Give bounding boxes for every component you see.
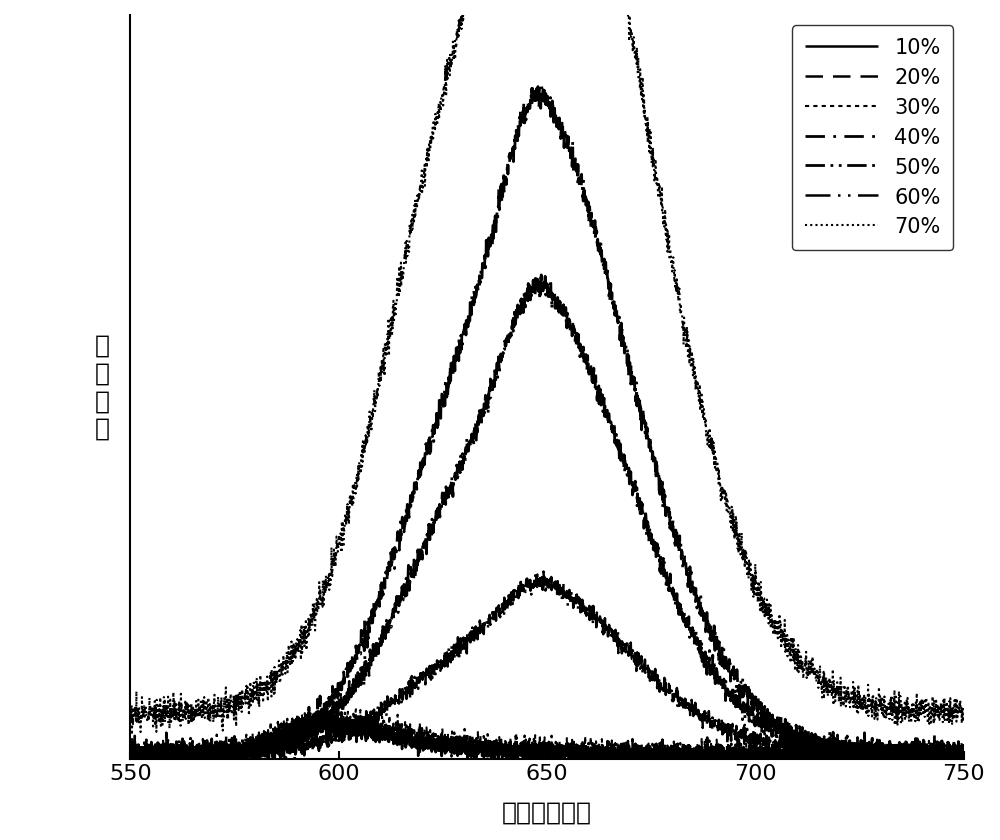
- 60%: [124, 751, 136, 761]
- 40%: [124, 751, 136, 761]
- 30%: [942, 741, 954, 751]
- 60%: [958, 744, 970, 754]
- 40%: [219, 749, 231, 759]
- 50%: [480, 406, 492, 416]
- Legend: 10%, 20%, 30%, 40%, 50%, 60%, 70%: 10%, 20%, 30%, 40%, 50%, 60%, 70%: [792, 25, 953, 249]
- 20%: [335, 707, 347, 717]
- 10%: [318, 712, 330, 722]
- 70%: [942, 702, 954, 712]
- 60%: [269, 754, 281, 764]
- 10%: [852, 748, 864, 758]
- 10%: [220, 746, 232, 756]
- 10%: [124, 745, 136, 755]
- Line: 40%: 40%: [130, 86, 964, 770]
- X-axis label: 波长（纳米）: 波长（纳米）: [502, 801, 592, 825]
- 30%: [124, 755, 136, 765]
- 30%: [269, 732, 281, 743]
- 50%: [147, 766, 159, 776]
- 20%: [444, 747, 456, 757]
- 20%: [269, 728, 281, 738]
- 40%: [269, 728, 281, 738]
- 50%: [124, 755, 136, 765]
- 30%: [480, 739, 492, 749]
- 50%: [444, 483, 456, 493]
- 70%: [852, 707, 864, 717]
- 40%: [444, 376, 456, 386]
- 20%: [958, 748, 970, 758]
- 10%: [444, 743, 456, 753]
- 70%: [126, 730, 138, 740]
- Y-axis label: 荧
光
强
度: 荧 光 强 度: [95, 333, 110, 441]
- 20%: [220, 743, 232, 753]
- 20%: [124, 747, 136, 757]
- 70%: [958, 702, 970, 712]
- 20%: [852, 756, 864, 766]
- 50%: [852, 750, 864, 760]
- Line: 30%: 30%: [130, 707, 964, 769]
- 20%: [942, 751, 954, 761]
- Line: 10%: 10%: [130, 717, 964, 769]
- 50%: [269, 748, 281, 758]
- 20%: [130, 764, 142, 774]
- 60%: [480, 618, 492, 628]
- 70%: [444, 47, 456, 57]
- Line: 20%: 20%: [130, 712, 964, 769]
- 30%: [444, 734, 456, 744]
- 30%: [852, 756, 864, 766]
- 30%: [894, 764, 906, 774]
- 60%: [942, 755, 954, 765]
- 60%: [937, 760, 949, 770]
- 40%: [480, 253, 492, 263]
- 40%: [536, 81, 548, 91]
- 20%: [481, 742, 493, 752]
- 50%: [942, 738, 954, 748]
- 10%: [481, 742, 493, 752]
- 70%: [269, 670, 281, 680]
- 70%: [220, 687, 232, 697]
- 40%: [958, 753, 970, 763]
- 50%: [220, 748, 232, 758]
- 40%: [861, 765, 873, 775]
- 10%: [168, 764, 180, 774]
- 40%: [852, 743, 864, 753]
- Line: 70%: 70%: [130, 0, 964, 735]
- 50%: [535, 270, 547, 280]
- 60%: [852, 743, 864, 753]
- Line: 50%: 50%: [130, 275, 964, 771]
- 40%: [942, 746, 954, 756]
- 30%: [318, 702, 330, 712]
- 10%: [269, 732, 281, 743]
- 10%: [942, 753, 954, 763]
- 60%: [444, 649, 456, 659]
- 70%: [124, 702, 136, 712]
- 10%: [958, 745, 970, 755]
- 30%: [958, 745, 970, 755]
- Line: 60%: 60%: [130, 571, 964, 765]
- 60%: [538, 566, 550, 576]
- 60%: [219, 751, 231, 761]
- 30%: [219, 758, 231, 768]
- 50%: [958, 743, 970, 753]
